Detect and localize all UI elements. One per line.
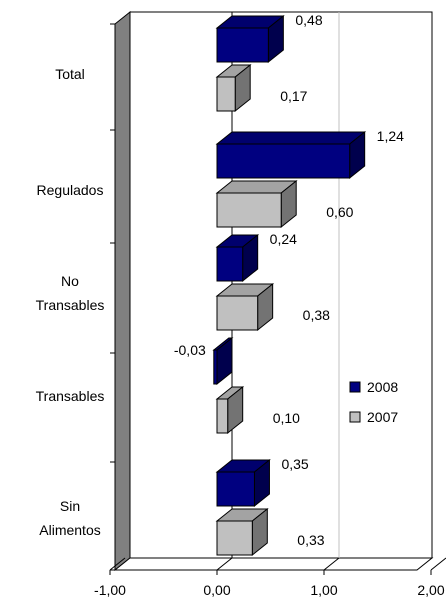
legend-swatch-2008 <box>349 381 361 393</box>
data-label-2007: 0,38 <box>303 307 330 323</box>
floor-gridline <box>216 557 233 571</box>
bar-2008 <box>215 130 367 180</box>
chart-frame <box>110 10 434 572</box>
category-label: Regulados <box>37 182 104 198</box>
legend-swatch-2007 <box>349 411 361 423</box>
x-tick-labels: -1,00 0,00 1,00 2,00 <box>94 582 445 598</box>
data-label-2008: 0,24 <box>270 231 297 247</box>
bar-2008 <box>215 458 271 508</box>
bar-2008 <box>215 14 285 64</box>
back-wall <box>129 11 433 559</box>
category-label: Total <box>55 66 85 82</box>
floor-gridline <box>323 557 340 571</box>
category-label: Sin Alimentos <box>39 498 100 538</box>
floor <box>113 557 434 571</box>
x-tick-label: 2,00 <box>417 582 444 598</box>
x-tick-label: 1,00 <box>310 582 337 598</box>
legend: 2008 2007 <box>349 379 398 425</box>
bars <box>212 14 367 557</box>
data-label-2007: 0,10 <box>273 410 300 426</box>
data-label-2008: 1,24 <box>377 128 404 144</box>
side-wall <box>114 10 131 572</box>
bar-2007 <box>215 282 275 332</box>
data-label-2008: 0,35 <box>281 456 308 472</box>
data-label-2008: -0,03 <box>174 342 206 358</box>
bar-2007 <box>215 179 298 229</box>
bar-2007 <box>215 385 245 435</box>
floor-gridline <box>430 557 446 571</box>
category-labels: Total Regulados No Transables Transables Sin A… <box>36 66 105 538</box>
category-label: No Transables <box>36 273 105 313</box>
data-label-2007: 0,60 <box>326 204 353 220</box>
bar-2008 <box>212 336 234 386</box>
floor-gridline <box>109 557 126 571</box>
data-label-2007: 0,33 <box>297 532 324 548</box>
bar-2007 <box>215 507 269 557</box>
data-label-2008: 0,48 <box>295 12 322 28</box>
legend-label-2008: 2008 <box>367 379 398 395</box>
legend-label-2007: 2007 <box>367 409 398 425</box>
data-labels: 0,48 0,17 1,24 0,60 0,24 0,38 -0,03 0,10 0,35 0,3… <box>174 12 404 548</box>
category-label: Transables <box>36 388 105 404</box>
data-label-2007: 0,17 <box>280 88 307 104</box>
x-tick-label: 0,00 <box>203 582 230 598</box>
bar-2007 <box>215 63 252 113</box>
x-tick-label: -1,00 <box>94 582 126 598</box>
bar-2008 <box>215 233 260 283</box>
